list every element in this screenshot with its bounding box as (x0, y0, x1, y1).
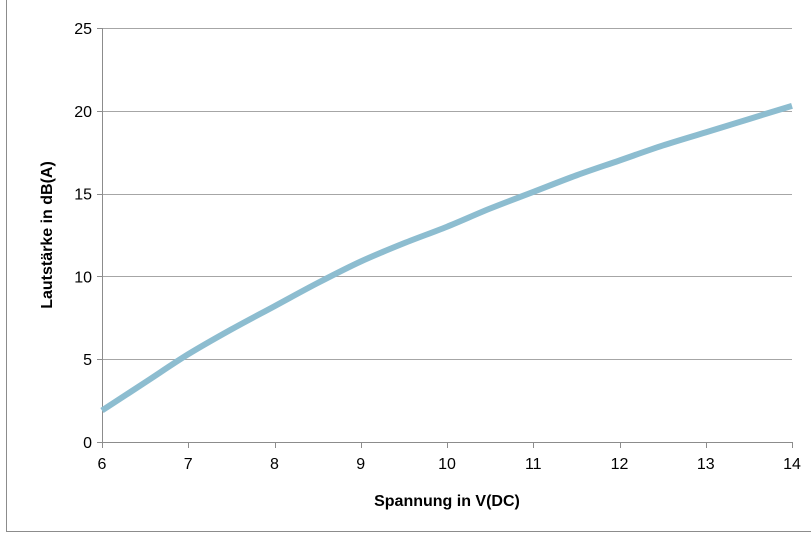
y-tick-label-2: 10 (74, 269, 92, 286)
gridlines (102, 28, 792, 360)
y-tick-label-5: 25 (74, 21, 92, 38)
y-tick-label-4: 20 (74, 104, 92, 121)
x-axis-title: Spannung in V(DC) (374, 493, 520, 510)
x-tick-label-7: 13 (697, 456, 715, 473)
x-tick-label-4: 10 (438, 456, 456, 473)
series-layer (100, 102, 793, 414)
y-tick-label-1: 5 (83, 352, 92, 369)
y-tick-label-0: 0 (83, 435, 92, 452)
tick-labels: 0 5 10 15 20 25 6 7 8 9 10 11 12 13 14 (74, 21, 801, 473)
y-tick-label-3: 15 (74, 187, 92, 204)
chart-frame (6, 0, 811, 532)
series-line-0 (100, 102, 793, 414)
x-tick-label-5: 11 (525, 456, 542, 473)
axes (97, 28, 793, 448)
x-tick-label-2: 8 (270, 456, 279, 473)
y-axis-title: Lautstärke in dB(A) (39, 161, 56, 309)
x-tick-label-0: 6 (98, 456, 107, 473)
x-tick-label-6: 12 (611, 456, 629, 473)
x-tick-label-3: 9 (356, 456, 365, 473)
x-tick-label-1: 7 (184, 456, 193, 473)
x-tick-label-8: 14 (783, 456, 801, 473)
